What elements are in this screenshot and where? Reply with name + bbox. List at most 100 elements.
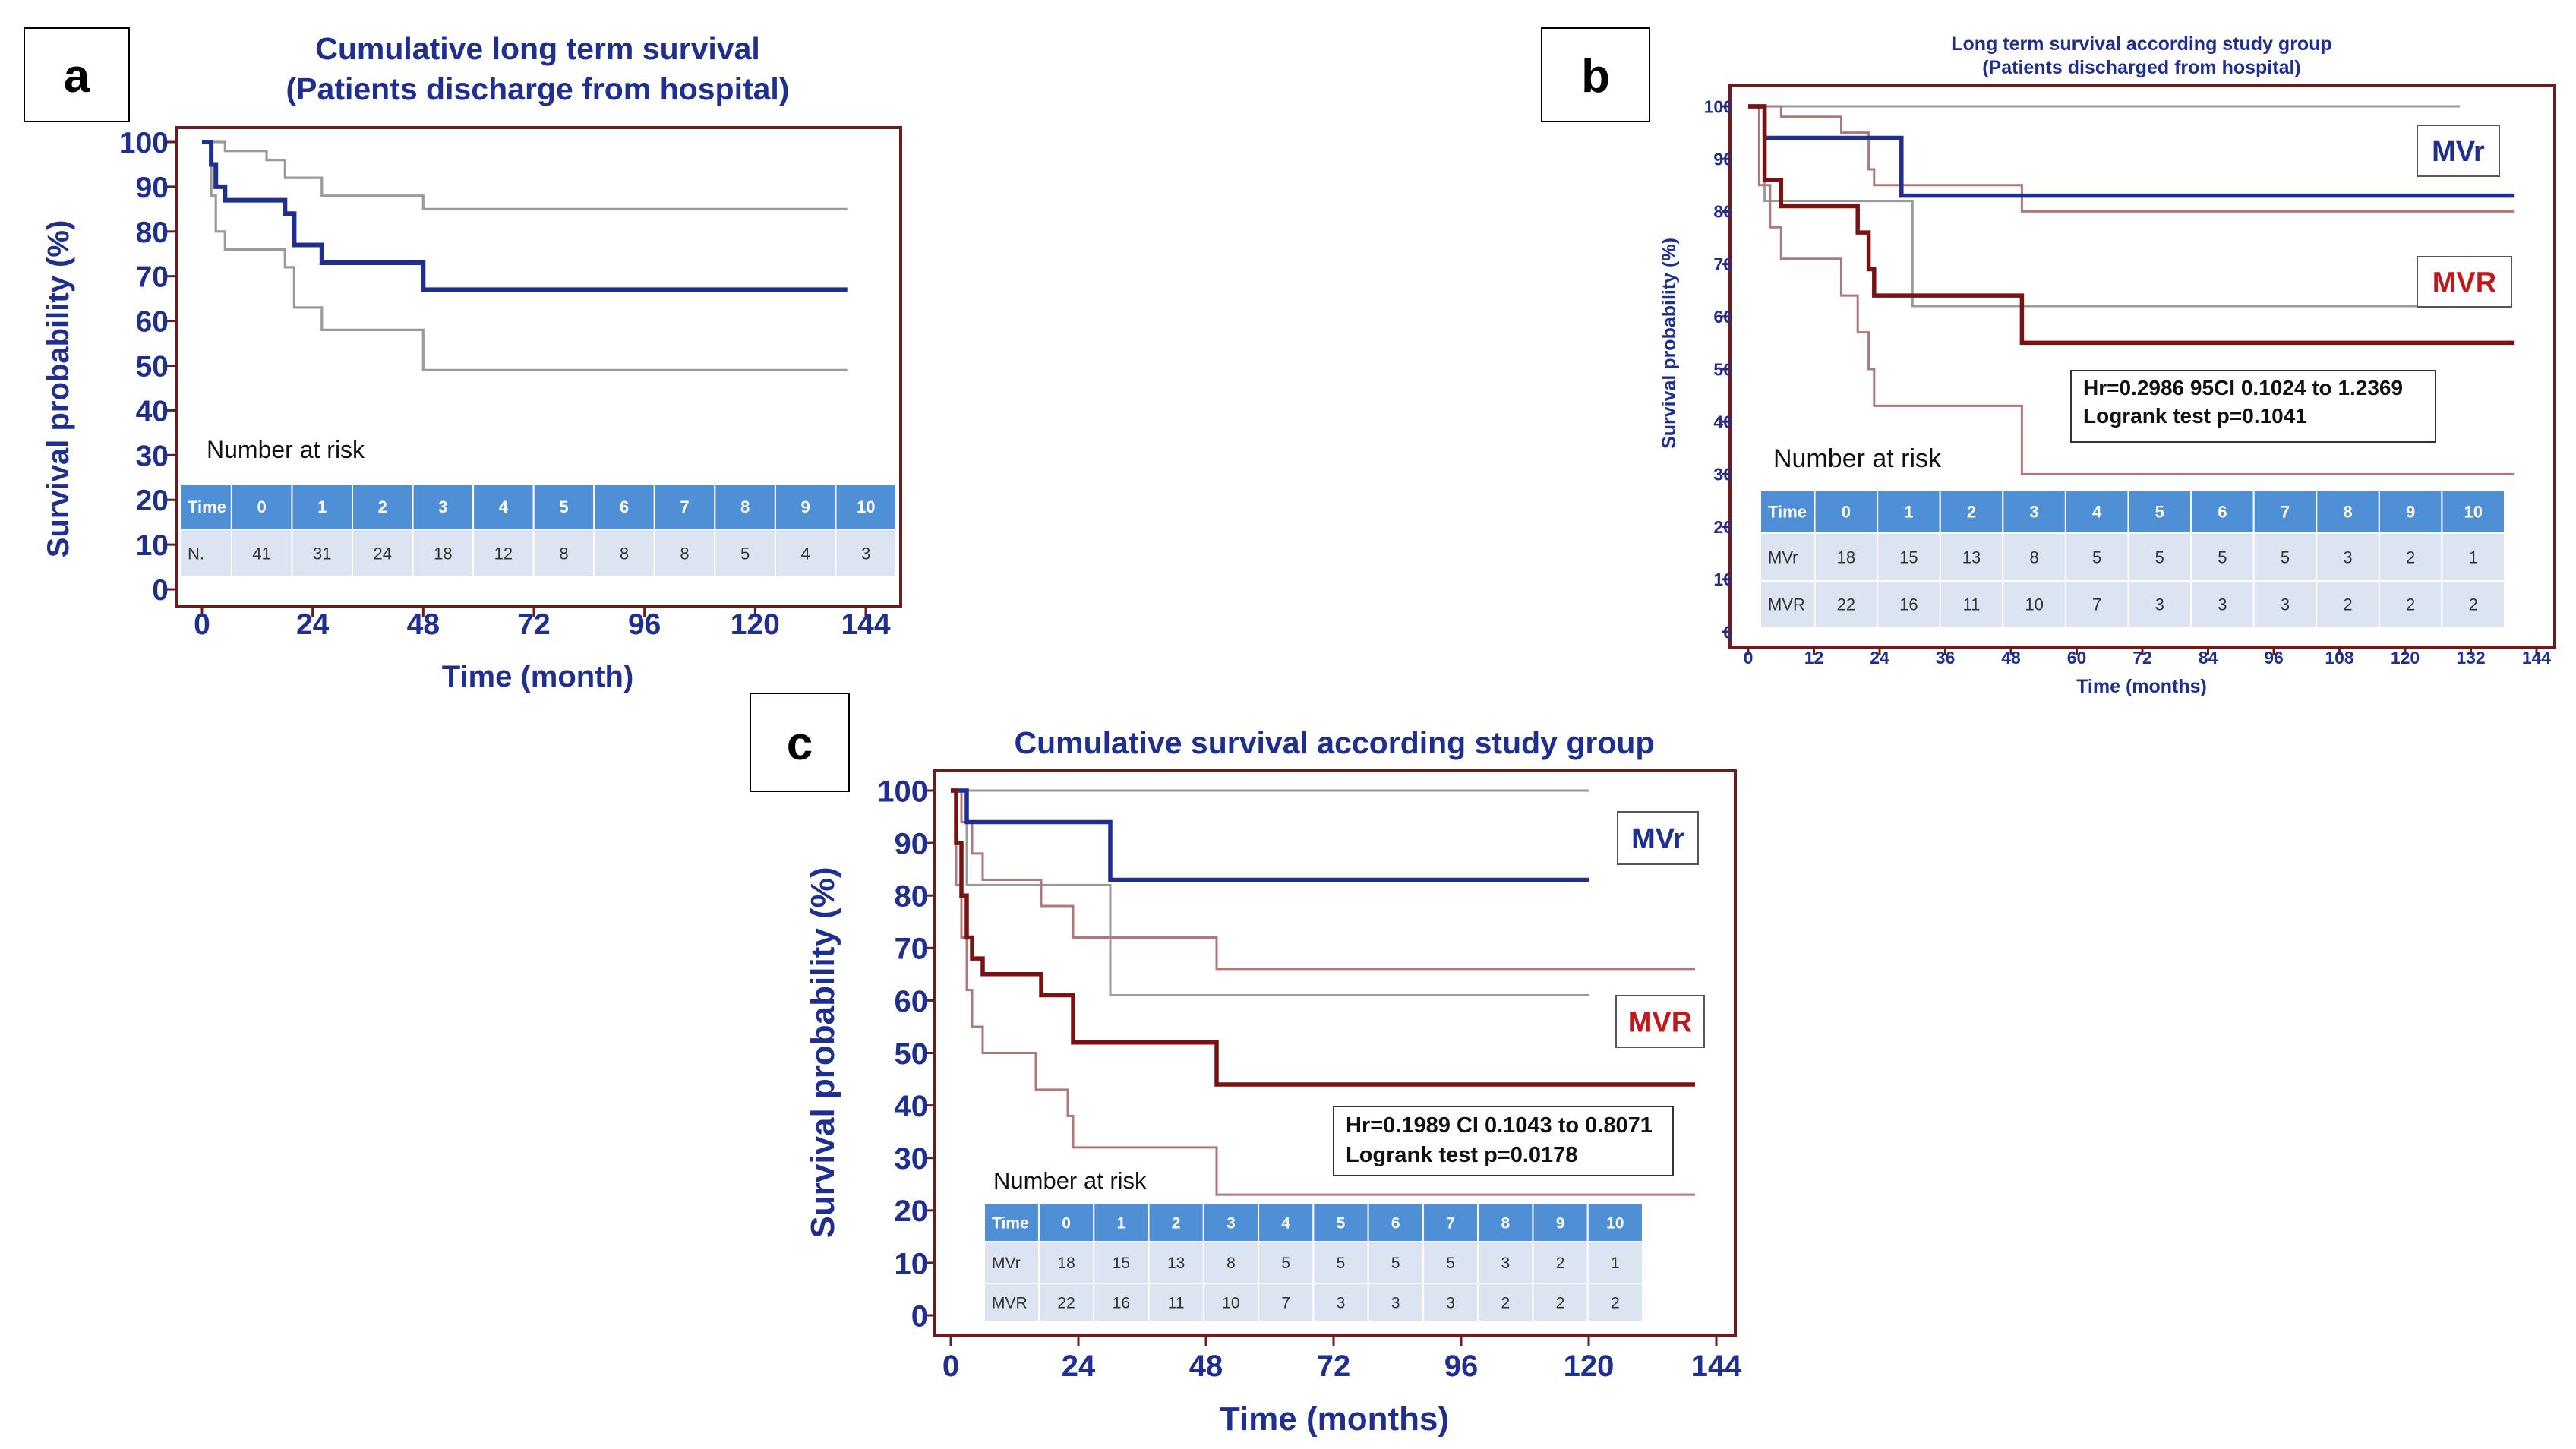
risk-table-cell-text: 4 [801, 544, 810, 563]
x-tick-label: 96 [1444, 1350, 1479, 1383]
risk-table-cell-text: 15 [1113, 1255, 1130, 1272]
x-tick-label: 144 [2522, 648, 2552, 668]
x-tick-label: 72 [2132, 648, 2152, 668]
y-tick-label: 70 [895, 933, 929, 966]
risk-table-cell-text: 2 [1556, 1295, 1565, 1312]
risk-table-cell-text: 3 [1501, 1255, 1510, 1272]
y-tick-label: 10 [1713, 570, 1733, 589]
risk-table-cell-text: N. [188, 544, 204, 563]
risk-table-cell-text: 18 [1057, 1255, 1075, 1272]
risk-table-cell-text: 5 [2155, 548, 2164, 567]
risk-table-cell [1814, 580, 1879, 628]
survival-curve-mvr [951, 788, 1589, 882]
x-tick-label: 72 [1317, 1350, 1351, 1383]
risk-table-cell-text: MVR [1768, 595, 1805, 614]
risk-table-header-cell [532, 483, 595, 530]
risk-table-header-text: 3 [438, 497, 447, 516]
risk-table-header-cell [179, 483, 232, 530]
x-tick-label: 48 [407, 608, 440, 641]
risk-table-cell-text: 8 [1226, 1255, 1236, 1272]
risk-table-header-text: 7 [2281, 502, 2290, 521]
legend-label-mvr: MVr [1631, 823, 1684, 855]
risk-table-cell-text: 12 [494, 544, 513, 563]
risk-table-cell-text: 16 [1113, 1295, 1130, 1312]
chart-panel-b: b Long term survival according study grou… [1541, 27, 2556, 697]
risk-table-header-cell [1093, 1203, 1150, 1242]
y-tick-label: 50 [895, 1037, 929, 1071]
risk-table-cell [653, 529, 716, 578]
x-tick-label: 72 [517, 608, 550, 641]
risk-table-cell [1877, 580, 1941, 628]
y-tick-label: 80 [895, 880, 929, 914]
risk-table-cell-text: 22 [1057, 1295, 1075, 1312]
y-tick-label: 90 [895, 828, 929, 861]
risk-table-cell-text: 3 [2343, 548, 2352, 567]
risk-table-cell-text: 18 [1837, 548, 1855, 567]
x-tick-label: 120 [731, 608, 780, 641]
risk-table-cell [1477, 1283, 1534, 1322]
x-tick-label: 0 [942, 1350, 959, 1383]
risk-table-cell-text: MVR [992, 1295, 1028, 1312]
risk-table-cell [2378, 580, 2443, 628]
legend-box-mvr [1615, 995, 1705, 1048]
risk-table-cell-text: MVr [1768, 548, 1798, 567]
risk-table-cell [1939, 580, 2004, 628]
risk-table-cell-text: 5 [1281, 1255, 1290, 1272]
risk-table-cell [1532, 1241, 1589, 1284]
risk-table-cell-text: 11 [1963, 595, 1981, 614]
risk-table-header-cell [2441, 489, 2506, 534]
risk-table-header-cell [653, 483, 716, 530]
risk-table-cell [1939, 532, 2004, 582]
y-tick-label: 80 [1713, 202, 1733, 222]
risk-table-header-text: 7 [1446, 1215, 1455, 1233]
x-axis-label: Time (months) [2076, 676, 2207, 697]
risk-table-cell-text: 5 [1337, 1255, 1346, 1272]
ci-curve-upper-95-ci [202, 140, 848, 210]
stats-annotation-line: Logrank test p=0.1041 [2083, 404, 2307, 428]
risk-table-cell [2064, 532, 2129, 582]
y-tick-label: 50 [136, 351, 169, 384]
risk-table-header-text: Time [1768, 502, 1807, 521]
y-tick-label: 10 [895, 1247, 929, 1280]
risk-table-header-text: 3 [2029, 502, 2038, 521]
risk-table-header-text: 2 [1172, 1215, 1181, 1233]
y-tick-label: 30 [895, 1142, 929, 1176]
y-tick-label: 40 [136, 395, 169, 428]
risk-table-cell [714, 529, 776, 578]
risk-table-header-text: Time [992, 1215, 1029, 1233]
y-tick-label: 60 [895, 985, 929, 1018]
risk-table-header-text: 3 [1226, 1215, 1236, 1233]
risk-table-cell-text: 16 [1899, 595, 1918, 614]
risk-table-header-text: 4 [1281, 1215, 1290, 1233]
x-tick-label: 12 [1804, 648, 1824, 668]
risk-table-header-cell [2002, 489, 2066, 534]
y-tick-label: 60 [1713, 307, 1733, 327]
risk-table-header-text: 5 [559, 497, 568, 516]
risk-table-cell-text: 8 [620, 544, 629, 563]
ci-curve-lower-95-ci [202, 140, 848, 371]
stats-annotation-line: Logrank test p=0.0178 [1346, 1143, 1577, 1167]
risk-table-header-text: 4 [2092, 502, 2102, 521]
legend-box-mvr [1617, 811, 1699, 865]
stats-annotation-line: Hr=0.2986 95CI 0.1024 to 1.2369 [2083, 376, 2403, 399]
panel-label: c [787, 718, 813, 770]
chart-title: Cumulative long term survival [315, 31, 760, 66]
chart-panel-c: c Cumulative survival according study gro… [750, 693, 1742, 1438]
legend-box-mvr [2417, 125, 2500, 177]
risk-table-cell [532, 529, 595, 578]
y-tick-label: 20 [1713, 517, 1733, 537]
panel-label-box [24, 27, 130, 122]
y-tick-label: 80 [136, 216, 169, 249]
risk-table-header-text: 6 [2218, 502, 2227, 521]
risk-table-header-cell [2190, 489, 2255, 534]
risk-table-cell [412, 529, 475, 578]
risk-table-header-text: 7 [680, 497, 689, 516]
y-tick-label: 100 [119, 127, 169, 159]
risk-table-cell [2064, 580, 2129, 628]
risk-table-cell [1367, 1283, 1424, 1322]
risk-table-header-text: 10 [2464, 502, 2482, 521]
x-tick-label: 60 [2067, 648, 2087, 668]
y-axis-label: Survival probability (%) [1659, 238, 1680, 449]
risk-table-header-text: 9 [2406, 502, 2415, 521]
risk-table-cell-text: 5 [2281, 548, 2290, 567]
